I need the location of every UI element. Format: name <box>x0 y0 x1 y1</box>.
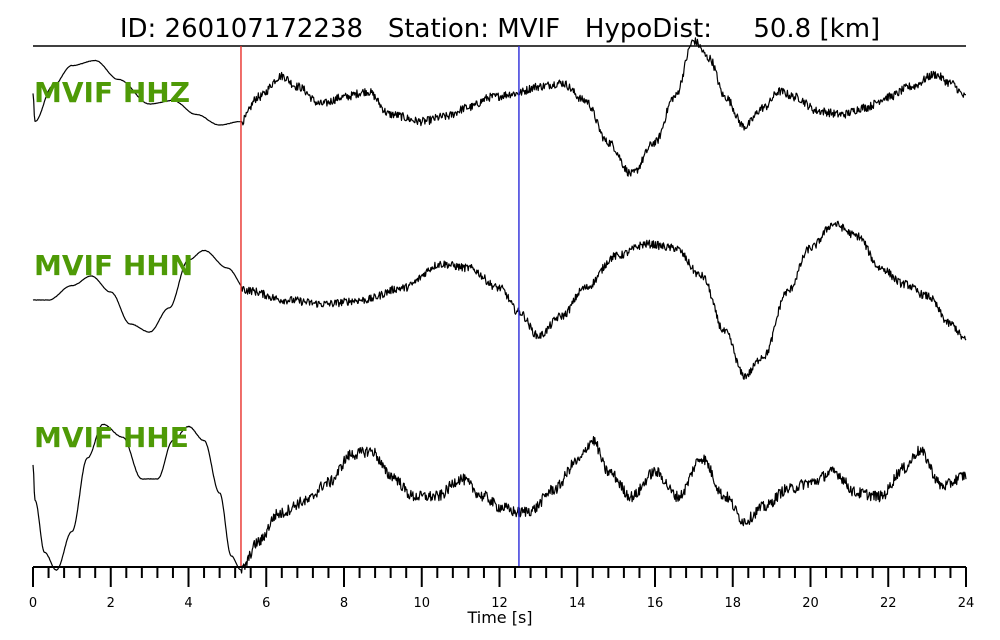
x-tick-label: 18 <box>724 596 741 611</box>
trace-mvif-hhe <box>32 423 967 574</box>
time-axis: 0 2 4 6 8 10 12 14 16 18 20 22 24 <box>29 566 975 611</box>
x-axis-label: Time [s] <box>466 608 532 627</box>
x-tick-label: 14 <box>569 596 586 611</box>
chart-title: ID: 260107172238 Station: MVIF HypoDist:… <box>120 14 880 44</box>
x-tick-label: 6 <box>262 596 270 611</box>
x-tick-label: 16 <box>647 596 664 611</box>
x-tick-label: 2 <box>107 596 115 611</box>
channel-labels-layer: MVIF HHZ MVIF HHN MVIF HHE <box>34 76 193 454</box>
x-tick-label: 12 <box>491 596 508 611</box>
traces-layer <box>32 37 967 574</box>
x-tick-label: 4 <box>184 596 192 611</box>
x-tick-label: 20 <box>802 596 819 611</box>
channel-label: MVIF HHN <box>34 249 193 282</box>
channel-label: MVIF HHZ <box>34 76 190 109</box>
x-tick-label: 0 <box>29 596 37 611</box>
trace-mvif-hhz <box>32 37 966 177</box>
x-tick-label: 22 <box>880 596 897 611</box>
phase-picks-layer <box>240 46 520 567</box>
x-tick-label: 10 <box>413 596 430 611</box>
channel-label: MVIF HHE <box>34 421 189 454</box>
trace-mvif-hhn <box>32 220 967 380</box>
x-tick-label: 8 <box>340 596 348 611</box>
x-tick-label: 24 <box>958 596 975 611</box>
